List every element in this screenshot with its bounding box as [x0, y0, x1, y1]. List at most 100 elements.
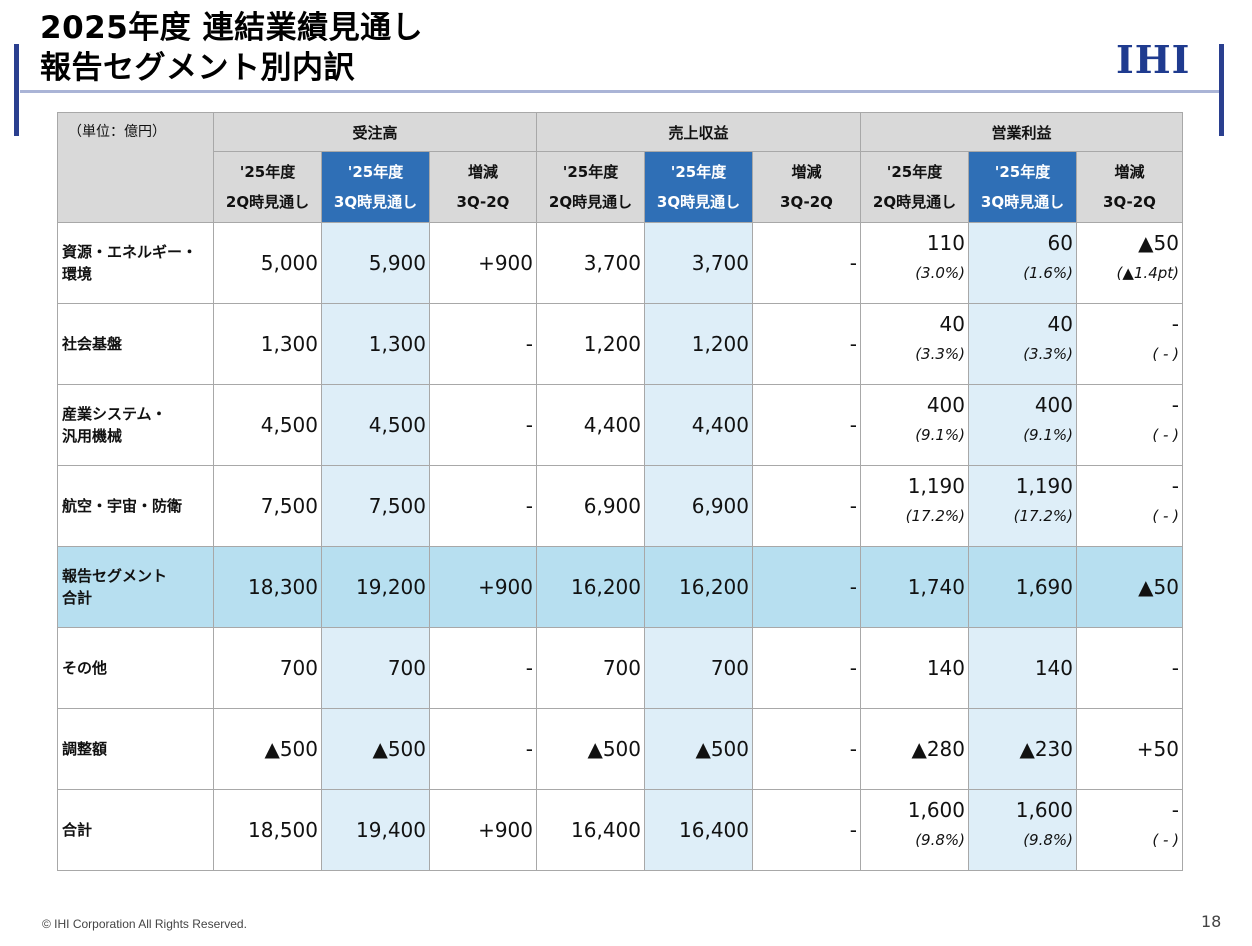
- orders-cell: 4,500: [321, 384, 430, 466]
- operating-profit-cell: - ( - ): [1076, 465, 1183, 547]
- operating-margin-value: ( - ): [1152, 507, 1179, 525]
- sub-header-cell: 増減 3Q-2Q: [1076, 151, 1183, 223]
- revenue-cell: -: [752, 465, 861, 547]
- revenue-cell: 16,400: [536, 789, 645, 871]
- operating-profit-value: -: [1171, 474, 1179, 498]
- orders-cell: 7,500: [213, 465, 322, 547]
- sub-header-line1: '25年度: [670, 163, 727, 181]
- revenue-cell: -: [752, 384, 861, 466]
- operating-profit-cell: 1,690: [968, 546, 1077, 628]
- operating-profit-cell: 40 (3.3%): [968, 303, 1077, 385]
- revenue-cell: 16,400: [644, 789, 753, 871]
- operating-profit-value: 400: [1034, 393, 1073, 417]
- operating-profit-cell: +50: [1076, 708, 1183, 790]
- operating-margin-value: (17.2%): [905, 507, 965, 525]
- sub-header-line2: 3Q-2Q: [780, 193, 833, 211]
- orders-cell: 1,300: [213, 303, 322, 385]
- orders-cell: 5,900: [321, 222, 430, 304]
- orders-cell: +900: [429, 546, 537, 628]
- table-row: 調整額 ▲500 ▲500- ▲500 ▲500- ▲280 ▲230 +50: [57, 708, 1183, 790]
- orders-cell: ▲500: [213, 708, 322, 790]
- sub-header-line2: 3Q-2Q: [456, 193, 510, 211]
- sub-header-line1: '25年度: [347, 163, 404, 181]
- operating-profit-value: 1,190: [1015, 474, 1073, 498]
- operating-margin-value: ( - ): [1152, 426, 1179, 444]
- sub-header-line1: 増減: [1114, 163, 1145, 181]
- revenue-cell: 16,200: [536, 546, 645, 628]
- sub-header-line1: '25年度: [239, 163, 296, 181]
- row-label: 産業システム・ 汎用機械: [57, 384, 214, 466]
- revenue-cell: -: [752, 708, 861, 790]
- operating-profit-cell: - ( - ): [1076, 789, 1183, 871]
- orders-cell: +900: [429, 789, 537, 871]
- revenue-cell: -: [752, 546, 861, 628]
- operating-profit-value: -: [1171, 798, 1179, 822]
- operating-profit-value: 40: [1047, 312, 1073, 336]
- operating-margin-value: (9.1%): [1023, 426, 1073, 444]
- operating-margin-value: (▲1.4pt): [1116, 264, 1180, 282]
- left-accent-bar: [14, 44, 19, 136]
- orders-cell: -: [429, 303, 537, 385]
- copyright-notice: © IHI Corporation All Rights Reserved.: [42, 917, 247, 931]
- revenue-cell: 6,900: [644, 465, 753, 547]
- orders-cell: -: [429, 627, 537, 709]
- revenue-cell: 700: [644, 627, 753, 709]
- table-row: その他 700 700-700 700-140 140-: [57, 627, 1183, 709]
- sub-header-cell: '25年度 2Q時見通し: [860, 151, 969, 223]
- group-header-operating-profit: 営業利益: [860, 112, 1183, 152]
- group-header-revenue: 売上収益: [536, 112, 861, 152]
- operating-profit-value: ▲50: [1138, 231, 1179, 255]
- revenue-cell: 3,700: [644, 222, 753, 304]
- orders-cell: 19,200: [321, 546, 430, 628]
- sub-header-line1: '25年度: [562, 163, 619, 181]
- operating-profit-cell: 60 (1.6%): [968, 222, 1077, 304]
- operating-profit-value: 110: [926, 231, 965, 255]
- table-row: 資源・エネルギー・ 環境 5,000 5,900 +900 3,700 3,700-110…: [57, 222, 1183, 304]
- operating-profit-cell: - ( - ): [1076, 384, 1183, 466]
- operating-profit-cell: 1,600 (9.8%): [968, 789, 1077, 871]
- revenue-cell: -: [752, 303, 861, 385]
- sub-header-cell: 増減 3Q-2Q: [752, 151, 861, 223]
- orders-cell: 1,300: [321, 303, 430, 385]
- operating-profit-value: 400: [926, 393, 965, 417]
- sub-header-line2: 2Q時見通し: [548, 193, 633, 211]
- revenue-cell: 1,200: [536, 303, 645, 385]
- sub-header-line2: 2Q時見通し: [872, 193, 957, 211]
- orders-cell: 5,000: [213, 222, 322, 304]
- page-number: 18: [1201, 912, 1222, 931]
- sub-header-line1: '25年度: [994, 163, 1051, 181]
- row-label: 報告セグメント 合計: [57, 546, 214, 628]
- operating-profit-value: 1,600: [907, 798, 965, 822]
- table-row: 産業システム・ 汎用機械 4,500 4,500-4,400 4,400-400 (9.…: [57, 384, 1183, 466]
- revenue-cell: 4,400: [536, 384, 645, 466]
- revenue-cell: -: [752, 627, 861, 709]
- orders-cell: +900: [429, 222, 537, 304]
- table-row: 社会基盤 1,300 1,300-1,200 1,200-40 (3.3%) 40 (3.3…: [57, 303, 1183, 385]
- sub-header-cell: 増減 3Q-2Q: [429, 151, 537, 223]
- revenue-cell: 4,400: [644, 384, 753, 466]
- row-label: 航空・宇宙・防衛: [57, 465, 214, 547]
- operating-profit-cell: 110 (3.0%): [860, 222, 969, 304]
- segment-breakdown-table: （単位：億円） 受注高 売上収益 営業利益 '25年度 2Q時見通し '25年度 3Q…: [57, 112, 1183, 871]
- operating-margin-value: (3.3%): [1023, 345, 1073, 363]
- row-label: 調整額: [57, 708, 214, 790]
- row-label: 資源・エネルギー・ 環境: [57, 222, 214, 304]
- operating-margin-value: (17.2%): [1013, 507, 1073, 525]
- operating-profit-cell: - ( - ): [1076, 303, 1183, 385]
- table-row: 報告セグメント 合計 18,300 19,200 +900 16,200 16,200-1…: [57, 546, 1183, 628]
- operating-profit-cell: 400 (9.1%): [968, 384, 1077, 466]
- revenue-cell: ▲500: [536, 708, 645, 790]
- operating-profit-cell: 1,190 (17.2%): [968, 465, 1077, 547]
- operating-profit-cell: ▲280: [860, 708, 969, 790]
- title-line-2: 報告セグメント別内訳: [40, 50, 355, 86]
- header-divider: [20, 90, 1219, 93]
- orders-cell: 4,500: [213, 384, 322, 466]
- operating-margin-value: ( - ): [1152, 831, 1179, 849]
- orders-cell: 18,500: [213, 789, 322, 871]
- revenue-cell: -: [752, 789, 861, 871]
- sub-header-row: '25年度 2Q時見通し '25年度 3Q時見通し 増減 3Q-2Q '25年度 2Q時見通し…: [58, 151, 1183, 223]
- operating-margin-value: (3.3%): [915, 345, 965, 363]
- revenue-cell: 700: [536, 627, 645, 709]
- operating-profit-cell: 40 (3.3%): [860, 303, 969, 385]
- operating-profit-cell: 1,600 (9.8%): [860, 789, 969, 871]
